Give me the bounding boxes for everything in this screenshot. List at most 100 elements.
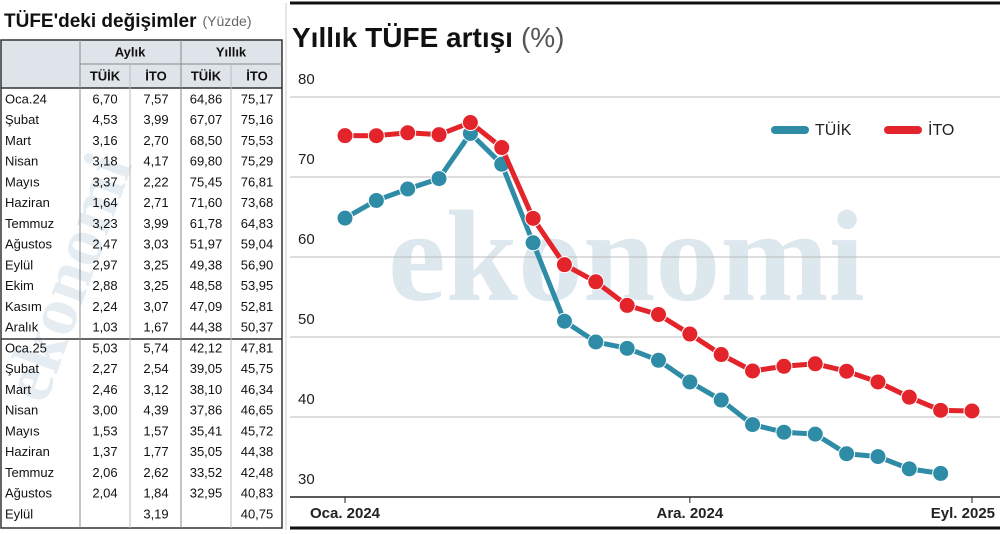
table-cell: 3,25 bbox=[143, 257, 168, 272]
row-label: Şubat bbox=[5, 112, 39, 127]
table-cell: 3,00 bbox=[92, 403, 117, 418]
point bbox=[806, 355, 824, 373]
point bbox=[838, 362, 856, 380]
table-cell: 3,99 bbox=[143, 112, 168, 127]
sub-header: TÜİK bbox=[90, 68, 121, 83]
table-cell: 45,75 bbox=[241, 361, 274, 376]
table-cell: 3,19 bbox=[143, 506, 168, 521]
row-label: Mayıs bbox=[5, 174, 40, 189]
x-tick-label: Eyl. 2025 bbox=[931, 505, 995, 522]
table-cell: 1,37 bbox=[92, 444, 117, 459]
table-cell: 3,37 bbox=[92, 174, 117, 189]
table-cell: 68,50 bbox=[190, 133, 223, 148]
point bbox=[618, 296, 636, 314]
table-cell: 40,83 bbox=[241, 486, 274, 501]
point bbox=[430, 170, 448, 188]
table-cell: 2,47 bbox=[92, 237, 117, 252]
point bbox=[838, 445, 856, 463]
table-cell: 40,75 bbox=[241, 506, 274, 521]
point bbox=[461, 114, 479, 132]
table-cell: 2,24 bbox=[92, 299, 117, 314]
row-label: Oca.24 bbox=[5, 91, 47, 106]
point bbox=[367, 191, 385, 209]
point bbox=[650, 351, 667, 369]
table-unit: (Yüzde) bbox=[202, 13, 251, 29]
table-cell: 4,39 bbox=[143, 403, 168, 418]
table-cell: 2,70 bbox=[143, 133, 168, 148]
table-cell: 76,81 bbox=[241, 174, 274, 189]
table-cell: 5,03 bbox=[92, 340, 117, 355]
point bbox=[681, 373, 699, 391]
table-cell: 4,17 bbox=[143, 154, 168, 169]
table-cell: 44,38 bbox=[190, 320, 223, 335]
row-label: Haziran bbox=[5, 444, 50, 459]
table-cell: 1,84 bbox=[143, 486, 168, 501]
table-cell: 1,03 bbox=[92, 320, 117, 335]
row-label: Ekim bbox=[5, 278, 34, 293]
table-cell: 3,99 bbox=[143, 216, 168, 231]
table-cell: 2,62 bbox=[143, 465, 168, 480]
row-label: Nisan bbox=[5, 154, 38, 169]
table-cell: 39,05 bbox=[190, 361, 223, 376]
table-cell: 42,12 bbox=[190, 340, 223, 355]
table-cell: 4,53 bbox=[92, 112, 117, 127]
table-cell: 2,88 bbox=[92, 278, 117, 293]
point bbox=[587, 333, 605, 351]
chart-title: Yıllık TÜFE artışı bbox=[292, 22, 513, 53]
point bbox=[775, 423, 793, 441]
table-cell: 61,78 bbox=[190, 216, 223, 231]
sub-header: İTO bbox=[145, 68, 166, 83]
row-label: Eylül bbox=[5, 257, 33, 272]
row-label: Ağustos bbox=[5, 486, 52, 501]
table-cell: 48,58 bbox=[190, 278, 223, 293]
table-cell: 3,07 bbox=[143, 299, 168, 314]
x-tick-label: Oca. 2024 bbox=[310, 505, 381, 522]
point bbox=[399, 180, 417, 198]
table-cell: 71,60 bbox=[190, 195, 223, 210]
point bbox=[775, 357, 793, 375]
point bbox=[932, 401, 950, 419]
table-cell: 59,04 bbox=[241, 237, 274, 252]
table-cell: 75,53 bbox=[241, 133, 274, 148]
table-cell: 1,57 bbox=[143, 423, 168, 438]
point bbox=[712, 391, 730, 409]
group-header: Yıllık bbox=[216, 44, 247, 59]
point bbox=[963, 402, 981, 420]
point bbox=[336, 127, 354, 145]
table-cell: 2,22 bbox=[143, 174, 168, 189]
chart-subtitle: (%) bbox=[521, 22, 565, 53]
point bbox=[524, 234, 542, 252]
point bbox=[932, 464, 950, 482]
table-cell: 3,23 bbox=[92, 216, 117, 231]
table-cell: 35,05 bbox=[190, 444, 223, 459]
table-cell: 37,86 bbox=[190, 403, 223, 418]
table-cell: 1,67 bbox=[143, 320, 168, 335]
chart-title: Yıllık TÜFE artışı (%) bbox=[292, 22, 565, 53]
table-cell: 49,38 bbox=[190, 257, 223, 272]
point bbox=[336, 209, 354, 227]
table-cell: 3,25 bbox=[143, 278, 168, 293]
table-cell: 67,07 bbox=[190, 112, 223, 127]
table-cell: 75,45 bbox=[190, 174, 223, 189]
legend-label: İTO bbox=[928, 120, 954, 139]
row-label: Temmuz bbox=[5, 216, 54, 231]
row-label: Mayıs bbox=[5, 423, 40, 438]
point bbox=[681, 325, 699, 343]
row-label: Temmuz bbox=[5, 465, 54, 480]
point bbox=[399, 124, 417, 142]
table-cell: 3,18 bbox=[92, 154, 117, 169]
table-cell: 2,54 bbox=[143, 361, 168, 376]
table-cell: 73,68 bbox=[241, 195, 274, 210]
table-cell: 47,09 bbox=[190, 299, 223, 314]
table-cell: 44,38 bbox=[241, 444, 274, 459]
point bbox=[900, 388, 918, 406]
legend-label: TÜİK bbox=[815, 120, 852, 139]
table-cell: 53,95 bbox=[241, 278, 274, 293]
row-label: Eylül bbox=[5, 506, 33, 521]
table-cell: 2,71 bbox=[143, 195, 168, 210]
point bbox=[618, 339, 636, 357]
sub-header: İTO bbox=[246, 68, 267, 83]
table-cell: 1,53 bbox=[92, 423, 117, 438]
row-label: Aralık bbox=[5, 320, 39, 335]
point bbox=[869, 448, 887, 466]
